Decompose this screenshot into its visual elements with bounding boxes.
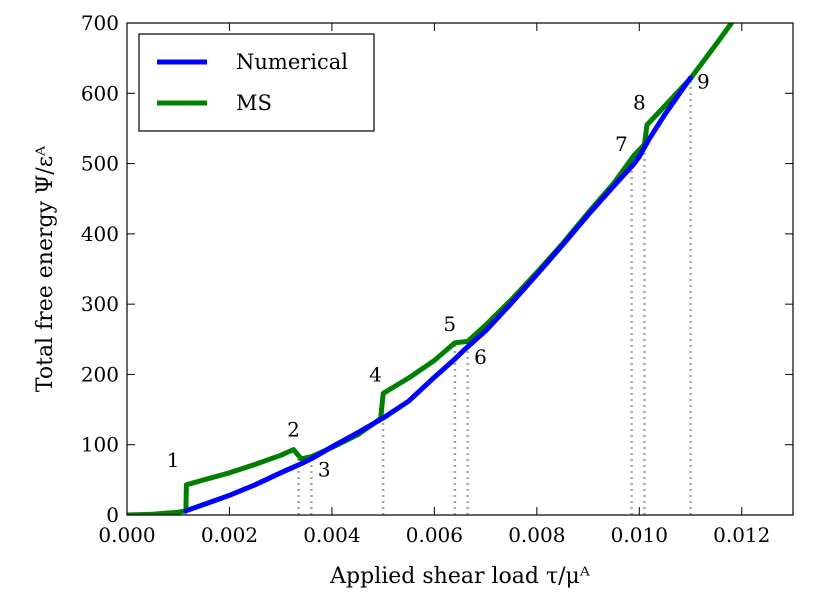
axis-ticks: 0.000 0.002 0.004 0.006 0.008 0.010 0.012 0 100 2… xyxy=(81,11,793,547)
x-tick-label: 0.008 xyxy=(508,523,565,547)
point-label-7: 7 xyxy=(615,132,628,156)
y-tick-label: 200 xyxy=(81,362,119,386)
x-axis-title: Applied shear load τ/μᴬ xyxy=(329,564,591,589)
point-label-3: 3 xyxy=(318,457,331,481)
point-label-6: 6 xyxy=(474,345,487,369)
point-label-2: 2 xyxy=(287,417,300,441)
x-tick-label: 0.002 xyxy=(201,523,258,547)
x-tick-label: 0.012 xyxy=(713,523,770,547)
x-tick-label: 0.010 xyxy=(611,523,668,547)
legend-label-ms: MS xyxy=(236,91,272,115)
legend: Numerical MS xyxy=(138,33,375,132)
point-label-4: 4 xyxy=(369,362,382,386)
y-tick-label: 700 xyxy=(81,11,119,35)
y-tick-label: 500 xyxy=(81,152,119,176)
point-label-9: 9 xyxy=(697,69,710,93)
x-tick-label: 0.004 xyxy=(303,523,360,547)
y-axis-title: Total free energy Ψ/εᴬ xyxy=(33,145,58,392)
series-line-numerical xyxy=(183,75,693,514)
point-label-5: 5 xyxy=(443,312,456,336)
legend-box xyxy=(138,33,375,132)
y-tick-label: 400 xyxy=(81,222,119,246)
x-tick-label: 0.006 xyxy=(406,523,463,547)
y-tick-label: 100 xyxy=(81,433,119,457)
point-labels: 1 23 4 56 78 9 xyxy=(167,69,710,481)
series-lines xyxy=(127,23,734,515)
series-line-ms xyxy=(127,23,734,515)
point-label-8: 8 xyxy=(633,90,646,114)
y-tick-label: 300 xyxy=(81,292,119,316)
legend-label-numerical: Numerical xyxy=(236,50,348,74)
point-label-1: 1 xyxy=(167,448,180,472)
plot-frame xyxy=(126,22,794,516)
y-tick-label: 600 xyxy=(81,81,119,105)
x-tick-label: 0.000 xyxy=(98,523,155,547)
y-tick-label: 0 xyxy=(106,503,119,527)
